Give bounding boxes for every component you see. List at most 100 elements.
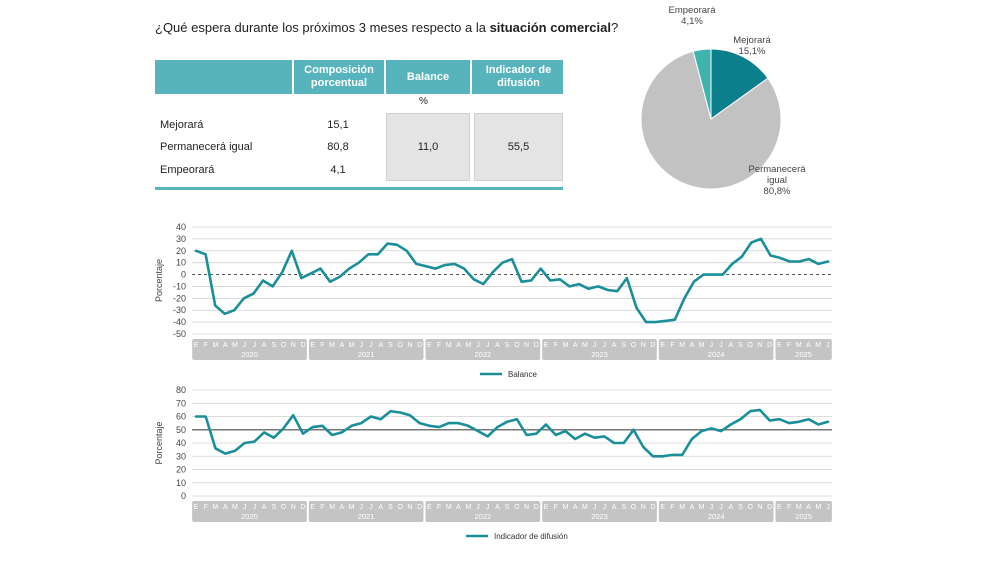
y-tick-label: -30 [173,305,186,315]
month-tick-label: J [826,504,830,511]
month-tick-label: O [631,504,637,511]
month-tick-label: A [495,342,500,349]
month-tick-label: D [417,342,422,349]
y-tick-label: 20 [176,465,186,475]
month-tick-label: M [699,504,705,511]
year-band [775,339,832,360]
month-tick-label: M [446,504,452,511]
month-tick-label: A [378,342,383,349]
month-tick-label: E [194,342,199,349]
month-tick-label: A [573,342,578,349]
month-tick-label: M [465,504,471,511]
y-tick-label: 40 [176,438,186,448]
month-tick-label: D [650,342,655,349]
month-tick-label: M [465,342,471,349]
month-tick-label: A [728,342,733,349]
month-tick-label: S [738,342,743,349]
month-tick-label: J [243,504,247,511]
row-value-permanecera: 80,8 [327,141,349,153]
month-tick-label: J [719,504,723,511]
year-band [308,339,424,360]
month-tick-label: S [388,504,393,511]
month-tick-label: A [262,504,267,511]
month-tick-label: O [514,504,520,511]
month-tick-label: E [660,342,665,349]
month-tick-label: J [360,342,364,349]
year-band [658,339,774,360]
month-tick-label: J [369,504,373,511]
pie-label-2: igual [767,175,787,186]
month-tick-label: M [446,342,452,349]
y-tick-label: 70 [176,398,186,408]
pie-label-1: 15,1% [739,46,766,57]
month-tick-label: M [563,504,569,511]
year-label: 2025 [795,512,812,521]
balance-value-box: 11,0 [386,113,470,181]
month-tick-label: S [272,342,277,349]
table-bottom-rule [155,187,563,190]
year-band [658,501,774,522]
year-label: 2023 [591,350,608,359]
month-tick-label: E [194,504,199,511]
year-label: 2024 [708,512,725,521]
year-label: 2020 [241,512,258,521]
y-tick-label: 10 [176,258,186,268]
year-label: 2023 [591,512,608,521]
month-tick-label: J [593,504,597,511]
indicador-value-box: 55,5 [474,113,563,181]
month-tick-label: J [710,504,714,511]
month-tick-label: M [815,342,821,349]
month-tick-label: J [369,342,373,349]
month-tick-label: N [407,342,412,349]
month-tick-label: A [689,342,694,349]
month-tick-label: M [796,342,802,349]
month-tick-label: F [787,504,791,511]
month-tick-label: J [603,342,607,349]
month-tick-label: O [514,342,520,349]
month-tick-label: A [262,342,267,349]
y-axis-label: Porcentaje [154,421,164,464]
month-tick-label: O [747,504,753,511]
month-tick-label: A [378,504,383,511]
month-tick-label: F [554,342,558,349]
month-tick-label: J [719,342,723,349]
month-tick-label: D [534,504,539,511]
month-tick-label: S [738,504,743,511]
month-tick-label: N [524,342,529,349]
y-tick-label: 30 [176,451,186,461]
question-title: ¿Qué espera durante los próximos 3 meses… [155,20,619,35]
year-label: 2021 [358,512,375,521]
year-band [425,339,541,360]
row-label-permanecera: Permanecerá igual [160,141,253,153]
month-tick-label: E [310,342,315,349]
month-tick-label: M [349,342,355,349]
month-tick-label: A [806,342,811,349]
pie-label-1: Mejorará [733,35,771,46]
month-tick-label: M [329,504,335,511]
month-tick-label: A [340,504,345,511]
year-label: 2022 [474,350,491,359]
month-tick-label: M [213,342,219,349]
month-tick-label: F [670,504,674,511]
indicador-value: 55,5 [507,141,530,153]
month-tick-label: F [204,504,208,511]
month-tick-label: O [747,342,753,349]
month-tick-label: M [582,504,588,511]
month-tick-label: N [641,342,646,349]
y-tick-label: 30 [176,234,186,244]
month-tick-label: M [213,504,219,511]
month-tick-label: M [563,342,569,349]
month-tick-label: J [476,504,480,511]
y-tick-label: -40 [173,317,186,327]
pie-slice-2 [640,50,782,190]
y-tick-label: 20 [176,246,186,256]
series-line [194,408,830,458]
month-tick-label: J [486,504,490,511]
month-tick-label: S [621,342,626,349]
year-label: 2022 [474,512,491,521]
y-tick-label: 80 [176,385,186,395]
month-tick-label: N [641,504,646,511]
